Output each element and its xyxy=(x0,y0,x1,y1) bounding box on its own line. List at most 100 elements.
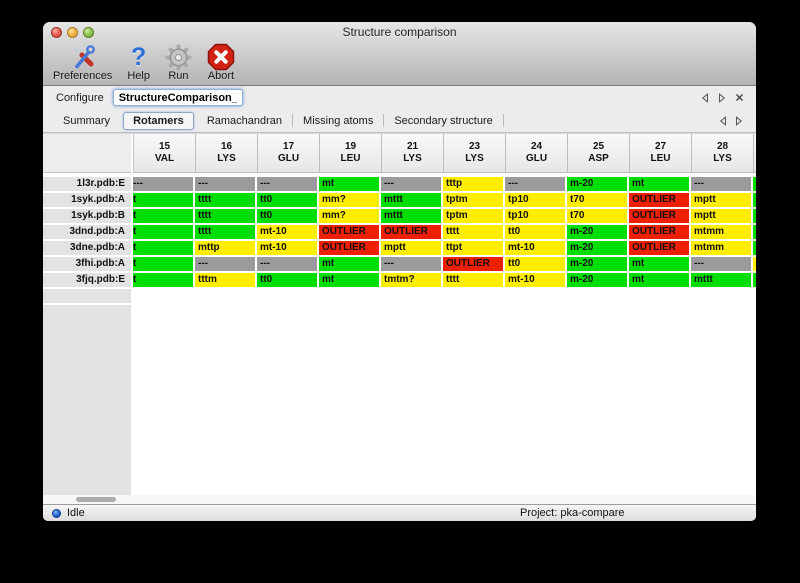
rotamer-cell[interactable]: tt0 xyxy=(257,273,317,287)
rotamer-cell[interactable]: --- xyxy=(505,177,565,191)
rotamer-cell[interactable]: mm? xyxy=(319,193,379,207)
rotamer-cell[interactable]: --- xyxy=(133,177,193,191)
rotamer-cell[interactable]: m-20 xyxy=(567,241,627,255)
minimize-window-button[interactable] xyxy=(67,27,78,38)
rotamer-cell[interactable]: OUTLIER xyxy=(629,209,689,223)
close-window-button[interactable] xyxy=(51,27,62,38)
rotamer-cell[interactable]: mt xyxy=(319,273,379,287)
horizontal-scrollbar[interactable] xyxy=(43,495,756,504)
help-button[interactable]: ? Help xyxy=(127,43,150,82)
abort-button[interactable]: Abort xyxy=(207,43,235,82)
rotamer-cell[interactable]: t xyxy=(133,257,193,271)
rotamer-cell[interactable]: mt xyxy=(629,177,689,191)
rotamer-cell[interactable]: tttt xyxy=(443,225,503,239)
rotamer-cell[interactable]: mt xyxy=(629,257,689,271)
rotamer-cell[interactable]: m-20 xyxy=(567,225,627,239)
tab-secondary-structure[interactable]: Secondary structure xyxy=(394,114,493,127)
row-label[interactable]: 3dne.pdb:A xyxy=(43,241,131,255)
row-label[interactable]: 1l3r.pdb:E xyxy=(43,177,131,191)
tab-scroll-left-icon[interactable] xyxy=(719,116,727,126)
rotamer-cell[interactable]: mtmm xyxy=(691,241,751,255)
rotamer-cell[interactable]: mttt xyxy=(691,273,751,287)
rotamer-cell[interactable]: OUTLIER xyxy=(629,193,689,207)
close-view-icon[interactable] xyxy=(735,93,744,102)
rotamer-cell[interactable]: mttp xyxy=(195,241,255,255)
rotamer-cell[interactable]: tttt xyxy=(443,273,503,287)
row-label[interactable]: 3fjq.pdb:E xyxy=(43,273,131,287)
rotamer-cell[interactable]: t xyxy=(133,273,193,287)
scroll-left-icon[interactable] xyxy=(701,92,709,103)
rotamer-cell[interactable]: OUTLIER xyxy=(629,225,689,239)
rotamer-cell[interactable]: mptt xyxy=(691,209,751,223)
row-label[interactable]: 1syk.pdb:A xyxy=(43,193,131,207)
rotamer-cell[interactable]: t xyxy=(133,225,193,239)
rotamer-cell[interactable]: --- xyxy=(195,177,255,191)
rotamer-cell[interactable]: tttt xyxy=(195,209,255,223)
rotamer-cell[interactable]: mttt xyxy=(381,209,441,223)
rotamer-cell[interactable]: tt0 xyxy=(257,209,317,223)
titlebar[interactable]: Structure comparison xyxy=(43,22,756,42)
tab-scroll-right-icon[interactable] xyxy=(735,116,743,126)
rotamer-cell[interactable]: mt-10 xyxy=(505,241,565,255)
tab-summary[interactable]: Summary xyxy=(63,114,111,127)
rotamer-cell[interactable]: tp10 xyxy=(505,209,565,223)
preferences-button[interactable]: Preferences xyxy=(53,43,112,82)
rotamer-cell[interactable]: mt xyxy=(629,273,689,287)
status-bar: Idle Project: pka-compare xyxy=(43,504,756,521)
rotamer-cell[interactable]: --- xyxy=(257,177,317,191)
rotamer-cell[interactable]: --- xyxy=(691,177,751,191)
rotamer-cell[interactable]: mt xyxy=(319,257,379,271)
table-row: t mttp mt-10 OUTLIER mptt ttpt mt-10 m-20 OUTLIE… xyxy=(133,241,756,255)
tab-rotamers[interactable]: Rotamers xyxy=(123,111,194,130)
rotamer-cell[interactable]: tt0 xyxy=(505,257,565,271)
rotamer-cell[interactable]: mm? xyxy=(319,209,379,223)
rotamer-cell[interactable]: mt xyxy=(319,177,379,191)
rotamer-cell[interactable]: --- xyxy=(257,257,317,271)
rotamer-cell[interactable]: --- xyxy=(691,257,751,271)
rotamer-cell[interactable]: mptt xyxy=(691,193,751,207)
rotamer-cell[interactable]: mtmm xyxy=(691,225,751,239)
rotamer-cell[interactable]: m-20 xyxy=(567,177,627,191)
rotamer-cell[interactable]: tttm xyxy=(195,273,255,287)
rotamer-cell[interactable]: OUTLIER xyxy=(319,241,379,255)
rotamer-cell[interactable]: mttt xyxy=(381,193,441,207)
rotamer-cell[interactable]: t xyxy=(133,241,193,255)
rotamer-cell[interactable]: OUTLIER xyxy=(443,257,503,271)
row-label[interactable]: 1syk.pdb:B xyxy=(43,209,131,223)
rotamer-cell[interactable]: t xyxy=(133,209,193,223)
rotamer-cell[interactable]: t70 xyxy=(567,209,627,223)
configure-name-input[interactable] xyxy=(112,89,243,106)
run-button[interactable]: Run xyxy=(165,43,192,82)
rotamer-cell[interactable]: tt0 xyxy=(257,193,317,207)
tab-ramachandran[interactable]: Ramachandran xyxy=(206,114,283,127)
rotamer-cell[interactable]: tttt xyxy=(195,225,255,239)
rotamer-cell[interactable]: mptt xyxy=(381,241,441,255)
rotamer-cell[interactable]: OUTLIER xyxy=(381,225,441,239)
rotamer-cell[interactable]: t70 xyxy=(567,193,627,207)
rotamer-cell[interactable]: OUTLIER xyxy=(319,225,379,239)
rotamer-cell[interactable]: m-20 xyxy=(567,257,627,271)
rotamer-cell[interactable]: tptm xyxy=(443,209,503,223)
rotamer-cell[interactable]: mt-10 xyxy=(257,241,317,255)
row-label[interactable]: 3dnd.pdb:A xyxy=(43,225,131,239)
tab-missing-atoms[interactable]: Missing atoms xyxy=(303,114,374,127)
rotamer-cell[interactable]: ttpt xyxy=(443,241,503,255)
rotamer-cell[interactable]: tptm xyxy=(443,193,503,207)
rotamer-cell[interactable]: OUTLIER xyxy=(629,241,689,255)
rotamer-cell[interactable]: tmtm? xyxy=(381,273,441,287)
rotamer-cell[interactable]: tttt xyxy=(195,193,255,207)
rotamer-cell[interactable]: tt0 xyxy=(505,225,565,239)
rotamer-cell[interactable]: t xyxy=(133,193,193,207)
rotamer-cell[interactable]: mt-10 xyxy=(257,225,317,239)
rotamer-cell[interactable]: --- xyxy=(381,257,441,271)
zoom-window-button[interactable] xyxy=(83,27,94,38)
scroll-right-icon[interactable] xyxy=(718,92,726,103)
row-label[interactable]: 3fhi.pdb:A xyxy=(43,257,131,271)
rotamer-cell[interactable]: tp10 xyxy=(505,193,565,207)
rotamer-cell[interactable]: --- xyxy=(381,177,441,191)
rotamer-cell[interactable]: m-20 xyxy=(567,273,627,287)
rotamer-cell[interactable]: tttp xyxy=(443,177,503,191)
rotamer-cell[interactable]: mt-10 xyxy=(505,273,565,287)
rotamer-cell[interactable]: --- xyxy=(195,257,255,271)
scrollbar-thumb[interactable] xyxy=(76,497,116,502)
